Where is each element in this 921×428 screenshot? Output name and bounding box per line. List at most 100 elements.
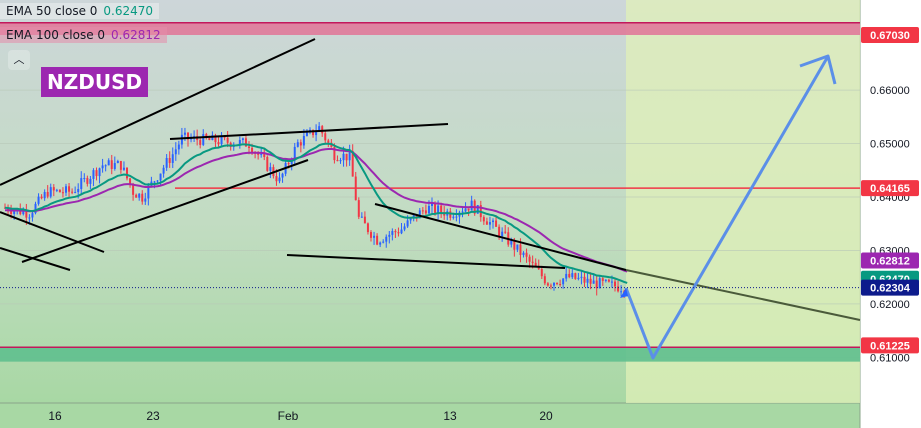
candle-31 [98, 167, 101, 184]
ema50-legend[interactable]: EMA 50 close 0 0.62470 [0, 3, 160, 19]
candle-body [537, 266, 540, 270]
candle-body [77, 188, 80, 193]
candle-body [333, 146, 336, 161]
candle-87 [269, 162, 272, 179]
candle-body [565, 273, 568, 279]
candle-body [449, 211, 452, 218]
candle-10 [34, 201, 37, 215]
candle-182 [559, 279, 562, 287]
candle-43 [135, 193, 138, 198]
candle-body [55, 189, 58, 191]
candle-body [604, 279, 607, 281]
candle-130 [400, 223, 403, 235]
candle-57 [177, 140, 180, 155]
candle-41 [129, 177, 132, 188]
candle-body [74, 192, 77, 194]
candle-body [71, 191, 74, 193]
candle-body [101, 165, 104, 169]
candle-52 [162, 164, 165, 178]
candle-body [495, 220, 498, 227]
candle-185 [568, 269, 571, 279]
candle-26 [83, 173, 86, 183]
candle-153 [470, 195, 473, 211]
candle-73 [226, 131, 229, 148]
candle-181 [556, 282, 559, 286]
candle-127 [391, 228, 394, 241]
candle-138 [424, 204, 427, 217]
candle-119 [366, 222, 369, 235]
candle-54 [168, 151, 171, 168]
x-tick-label-4: 20 [539, 409, 553, 423]
candle-50 [156, 179, 159, 183]
candle-body [452, 216, 455, 218]
candle-187 [574, 272, 577, 280]
candle-body [129, 178, 132, 186]
candle-body [504, 231, 507, 233]
candle-body [360, 216, 363, 218]
candle-body [470, 200, 473, 211]
candle-body [180, 134, 183, 145]
candle-body [80, 178, 83, 189]
collapse-legend-button[interactable]: ︿ [8, 50, 30, 70]
candle-95 [293, 142, 296, 165]
candle-body [25, 210, 28, 218]
price-label-bg [861, 337, 919, 354]
candle-102 [315, 124, 318, 142]
candle-body [406, 220, 409, 227]
candle-body [52, 187, 55, 191]
candle-21 [68, 182, 71, 198]
candle-body [580, 276, 583, 278]
candle-body [519, 244, 522, 255]
trendline-lower-range [286, 254, 566, 269]
candle-body [208, 138, 211, 141]
candle-179 [549, 283, 552, 290]
candle-body [434, 203, 437, 213]
candle-190 [583, 271, 586, 288]
projection-start-arrow [620, 288, 628, 298]
candle-body [610, 281, 613, 283]
candle-105 [324, 131, 327, 145]
candle-195 [598, 276, 601, 289]
candle-131 [403, 223, 406, 232]
candle-body [226, 137, 229, 143]
x-tick-label-0: 16 [48, 409, 62, 423]
projection-path [624, 57, 829, 360]
price-label-5: 0.61225 [861, 337, 919, 354]
candle-body [431, 203, 433, 206]
candle-body [598, 278, 601, 289]
candle-143 [440, 202, 443, 218]
price-label-text: 0.67030 [870, 30, 910, 42]
candle-body [546, 283, 549, 286]
candle-body [540, 269, 543, 277]
candle-17 [55, 188, 58, 193]
candle-body [510, 240, 513, 245]
candle-192 [589, 272, 592, 290]
candle-body [217, 142, 220, 145]
candle-body [379, 242, 382, 245]
chevron-up-icon: ︿ [13, 54, 25, 66]
candle-body [455, 216, 458, 218]
candle-148 [455, 209, 458, 222]
candle-body [586, 278, 589, 283]
candle-64 [199, 137, 202, 149]
trendline-left-1 [0, 211, 105, 253]
price-label-bg [861, 27, 919, 43]
candle-123 [379, 241, 382, 248]
candle-19 [61, 187, 64, 198]
candle-body [174, 149, 177, 155]
ema100-legend[interactable]: EMA 100 close 0 0.62812 [0, 27, 167, 43]
candle-body [382, 241, 385, 243]
candle-body [577, 277, 580, 279]
candle-body [421, 210, 424, 212]
candle-86 [266, 155, 269, 172]
x-tick-label-2: Feb [278, 409, 299, 423]
candle-body [177, 144, 180, 150]
candle-body [68, 186, 71, 192]
candle-body [266, 156, 269, 171]
candle-116 [357, 197, 360, 220]
candle-197 [604, 279, 607, 283]
candle-body [568, 273, 571, 278]
price-axis-background [860, 0, 921, 428]
